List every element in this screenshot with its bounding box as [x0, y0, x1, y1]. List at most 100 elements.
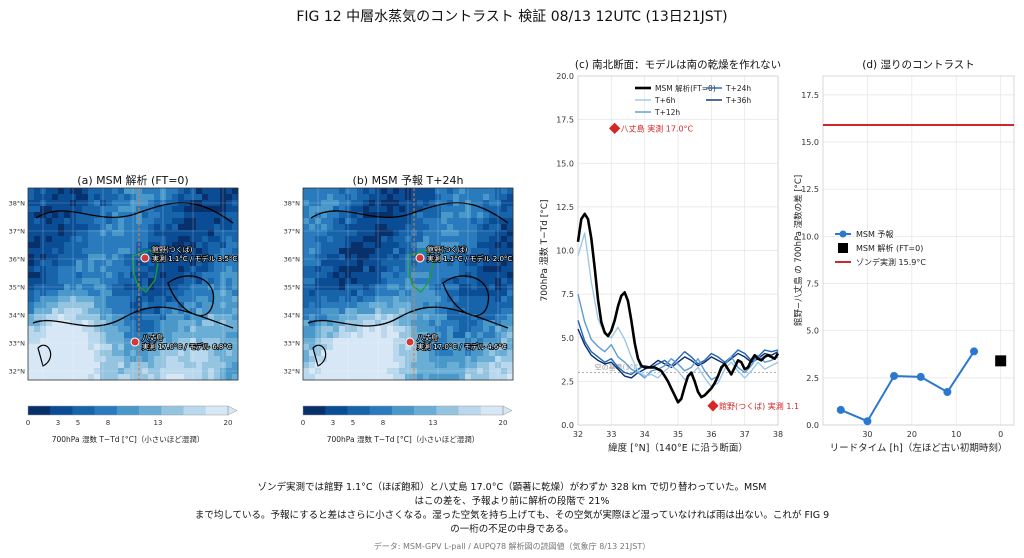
map-cell	[94, 200, 101, 207]
map-cell	[339, 206, 346, 213]
map-cell	[309, 362, 316, 369]
map-cell	[214, 266, 221, 273]
map-cell	[345, 296, 352, 303]
map-cell	[64, 188, 71, 195]
map-cell	[100, 308, 107, 315]
map-cell	[208, 302, 215, 309]
map-cell	[76, 218, 83, 225]
map-cell	[28, 254, 35, 261]
y-tick-label: 2.5	[561, 377, 574, 386]
map-cell	[309, 308, 316, 315]
map-cell	[489, 374, 496, 381]
map-cell	[202, 200, 209, 207]
map-cell	[112, 236, 119, 243]
map-cell	[405, 326, 412, 333]
map-cell	[190, 272, 197, 279]
map-field	[28, 188, 239, 381]
map-cell	[118, 188, 125, 195]
map-cell	[142, 356, 149, 363]
map-cell	[357, 266, 364, 273]
map-cell	[232, 242, 239, 249]
map-cell	[148, 218, 155, 225]
map-cell	[166, 278, 173, 285]
map-cell	[154, 350, 161, 357]
map-cell	[202, 206, 209, 213]
map-cell	[429, 350, 436, 357]
map-cell	[160, 362, 167, 369]
map-cell	[52, 314, 59, 321]
legend-swatch	[839, 230, 847, 238]
map-cell	[88, 308, 95, 315]
map-cell	[417, 314, 424, 321]
map-cell	[178, 362, 185, 369]
map-cell	[94, 194, 101, 201]
map-cell	[82, 374, 89, 381]
map-cell	[339, 194, 346, 201]
map-cell	[136, 194, 143, 201]
map-cell	[100, 368, 107, 375]
map-cell	[208, 248, 215, 255]
map-cell	[142, 266, 149, 273]
map-cell	[507, 296, 514, 303]
map-cell	[375, 236, 382, 243]
map-cell	[148, 212, 155, 219]
map-cell	[375, 296, 382, 303]
map-cell	[309, 242, 316, 249]
map-cell	[447, 224, 454, 231]
map-cell	[64, 326, 71, 333]
map-cell	[315, 266, 322, 273]
map-cell	[172, 356, 179, 363]
map-cell	[28, 302, 35, 309]
map-cell	[64, 302, 71, 309]
map-cell	[435, 254, 442, 261]
map-cell	[477, 332, 484, 339]
map-cell	[124, 296, 131, 303]
map-cell	[214, 290, 221, 297]
map-cell	[501, 200, 508, 207]
map-cell	[315, 278, 322, 285]
map-cell	[387, 260, 394, 267]
map-cell	[399, 218, 406, 225]
map-cell	[447, 332, 454, 339]
map-cell	[495, 200, 502, 207]
map-cell	[417, 188, 424, 195]
map-cell	[315, 212, 322, 219]
map-cell	[142, 236, 149, 243]
map-cell	[507, 266, 514, 273]
map-cell	[172, 374, 179, 381]
map-cell	[315, 188, 322, 195]
map-cell	[226, 212, 233, 219]
map-cell	[375, 254, 382, 261]
map-cell	[196, 248, 203, 255]
colorbar-frame	[27, 405, 229, 416]
map-cell	[453, 326, 460, 333]
map-cell	[52, 338, 59, 345]
map-cell	[94, 278, 101, 285]
map-cell	[477, 338, 484, 345]
map-cell	[58, 206, 65, 213]
map-cell	[351, 248, 358, 255]
station-marker	[130, 337, 140, 347]
map-cell	[220, 362, 227, 369]
map-cell	[184, 338, 191, 345]
map-cell	[333, 230, 340, 237]
map-cell	[435, 284, 442, 291]
map-cell	[423, 224, 430, 231]
map-cell	[333, 320, 340, 327]
map-cell	[166, 374, 173, 381]
map-cell	[232, 272, 239, 279]
map-cell	[46, 218, 53, 225]
map-cell	[52, 320, 59, 327]
map-cell	[226, 236, 233, 243]
map-cell	[393, 320, 400, 327]
map-cell	[345, 284, 352, 291]
map-cell	[160, 338, 167, 345]
map-cell	[453, 362, 460, 369]
station-name: 八丈島	[417, 333, 438, 342]
map-cell	[52, 212, 59, 219]
map-cell	[507, 344, 514, 351]
colorbar-swatch	[161, 406, 184, 415]
map-cell	[76, 212, 83, 219]
map-cell	[202, 362, 209, 369]
map-cell	[501, 362, 508, 369]
